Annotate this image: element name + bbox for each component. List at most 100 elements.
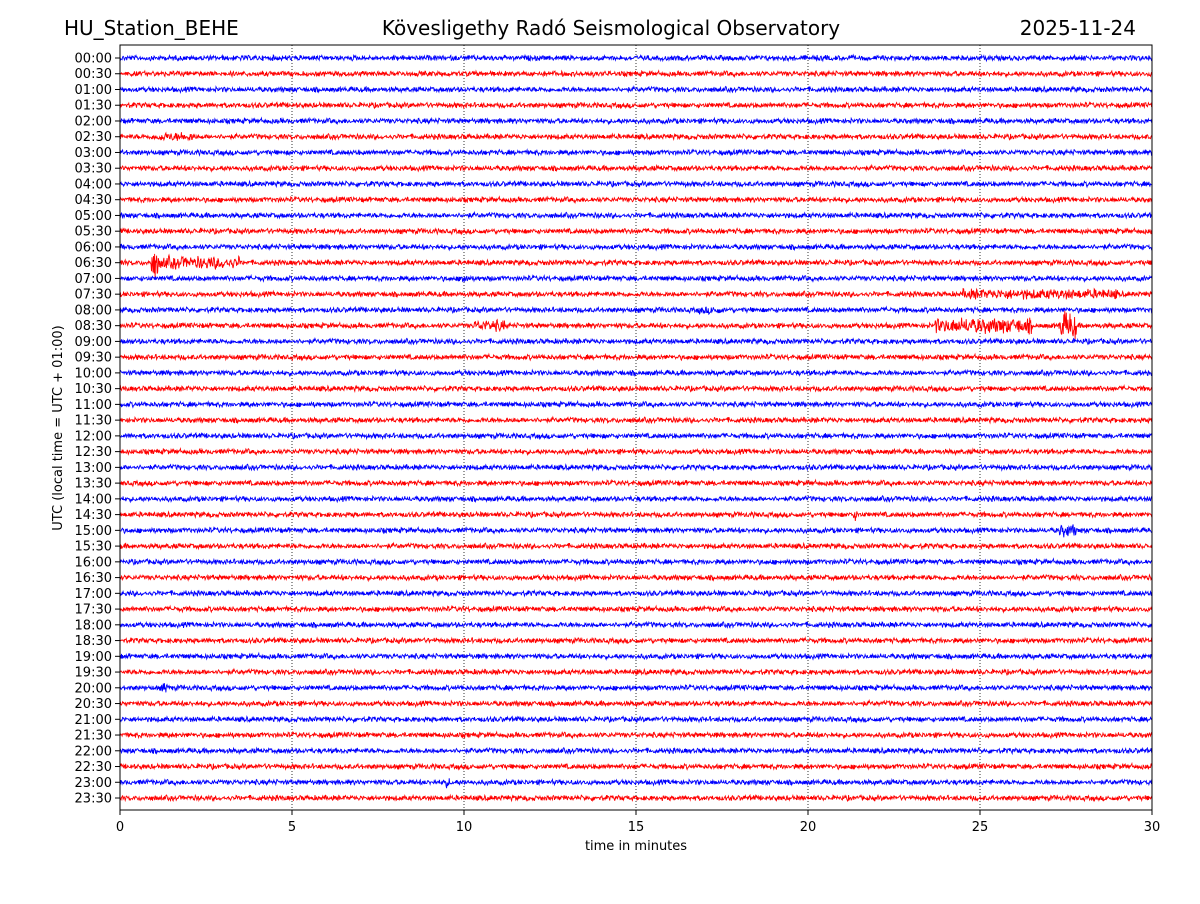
y-tick-label: 01:00	[75, 83, 112, 98]
y-tick-label: 11:00	[75, 398, 112, 413]
trace-0100	[119, 85, 1153, 95]
y-tick-label: 13:00	[75, 461, 112, 476]
x-tick-label: 25	[972, 820, 989, 835]
y-tick-label: 15:30	[75, 540, 112, 555]
y-axis-label: UTC (local time = UTC + 01:00)	[51, 325, 66, 530]
seismic-traces	[119, 53, 1153, 803]
y-tick-label: 19:00	[75, 650, 112, 665]
trace-1830	[119, 636, 1153, 645]
chart-title: Kövesligethy Radó Seismological Observat…	[382, 16, 840, 40]
y-axis: 00:0000:3001:0001:3002:0002:3003:0003:30…	[75, 52, 120, 807]
y-tick-label: 06:30	[75, 256, 112, 271]
station-label: HU_Station_BEHE	[64, 16, 239, 40]
x-axis-label: time in minutes	[585, 839, 687, 854]
trace-0230	[119, 131, 1153, 142]
trace-2030	[119, 698, 1153, 709]
y-tick-label: 20:00	[75, 681, 112, 696]
trace-2230	[119, 761, 1153, 771]
grid-lines	[291, 45, 981, 810]
trace-1100	[119, 399, 1153, 409]
x-tick-label: 30	[1144, 820, 1161, 835]
trace-1700	[119, 589, 1153, 598]
y-tick-label: 23:30	[75, 792, 112, 807]
trace-2300	[119, 777, 1153, 789]
y-tick-label: 16:30	[75, 571, 112, 586]
trace-0330	[119, 163, 1153, 173]
trace-0530	[119, 226, 1153, 236]
trace-0630	[119, 253, 1153, 279]
trace-1130	[119, 415, 1153, 425]
y-tick-label: 10:00	[75, 366, 112, 381]
trace-1000	[119, 368, 1153, 378]
trace-1400	[119, 494, 1153, 504]
y-tick-label: 19:30	[75, 666, 112, 681]
y-tick-label: 01:30	[75, 99, 112, 114]
y-tick-label: 15:00	[75, 524, 112, 539]
y-tick-label: 12:30	[75, 445, 112, 460]
y-tick-label: 21:00	[75, 713, 112, 728]
y-tick-label: 17:30	[75, 603, 112, 618]
y-tick-label: 09:30	[75, 351, 112, 366]
x-tick-label: 0	[116, 820, 124, 835]
trace-0000	[119, 53, 1153, 63]
y-tick-label: 07:30	[75, 288, 112, 303]
y-tick-label: 21:30	[75, 729, 112, 744]
trace-0430	[119, 195, 1153, 205]
y-tick-label: 00:00	[75, 52, 112, 67]
y-tick-label: 14:00	[75, 492, 112, 507]
trace-0600	[119, 242, 1153, 252]
y-tick-label: 05:30	[75, 225, 112, 240]
y-tick-label: 06:00	[75, 240, 112, 255]
trace-0300	[119, 147, 1153, 157]
y-tick-label: 04:00	[75, 177, 112, 192]
trace-2000	[119, 683, 1153, 693]
trace-0200	[119, 116, 1153, 126]
trace-1630	[119, 573, 1153, 583]
y-tick-label: 17:00	[75, 587, 112, 602]
trace-1900	[119, 651, 1153, 661]
trace-0030	[119, 69, 1153, 79]
y-tick-label: 09:00	[75, 335, 112, 350]
trace-1200	[119, 431, 1153, 441]
y-tick-label: 00:30	[75, 67, 112, 82]
y-tick-label: 22:00	[75, 744, 112, 759]
y-tick-label: 02:00	[75, 114, 112, 129]
y-tick-label: 16:00	[75, 555, 112, 570]
x-tick-label: 20	[800, 820, 817, 835]
y-tick-label: 11:30	[75, 414, 112, 429]
y-tick-label: 08:00	[75, 303, 112, 318]
trace-0930	[119, 352, 1153, 362]
y-tick-label: 03:30	[75, 162, 112, 177]
trace-1930	[119, 667, 1153, 677]
x-axis: 0 5 10 15 20 25 30	[116, 810, 1160, 835]
trace-1730	[119, 604, 1153, 614]
y-tick-label: 14:30	[75, 508, 112, 523]
trace-0700	[119, 273, 1153, 283]
trace-2200	[119, 746, 1153, 756]
trace-0130	[119, 100, 1153, 110]
y-tick-label: 02:30	[75, 130, 112, 145]
y-tick-label: 18:30	[75, 634, 112, 649]
trace-0730	[119, 287, 1153, 300]
date-label: 2025-11-24	[1020, 16, 1136, 40]
trace-2330	[119, 793, 1153, 803]
trace-0400	[119, 179, 1153, 189]
y-tick-label: 07:00	[75, 272, 112, 287]
y-tick-label: 04:30	[75, 193, 112, 208]
x-tick-label: 10	[456, 820, 473, 835]
y-tick-label: 03:00	[75, 146, 112, 161]
trace-1530	[119, 541, 1153, 551]
y-tick-label: 08:30	[75, 319, 112, 334]
trace-1230	[119, 446, 1153, 457]
y-tick-label: 22:30	[75, 760, 112, 775]
trace-1600	[119, 557, 1153, 567]
trace-1430	[119, 510, 1153, 522]
y-tick-label: 05:00	[75, 209, 112, 224]
trace-2100	[120, 715, 1153, 724]
y-tick-label: 10:30	[75, 382, 112, 397]
trace-1800	[119, 620, 1153, 630]
trace-0500	[119, 210, 1153, 220]
y-tick-label: 23:00	[75, 776, 112, 791]
x-tick-label: 5	[288, 820, 296, 835]
